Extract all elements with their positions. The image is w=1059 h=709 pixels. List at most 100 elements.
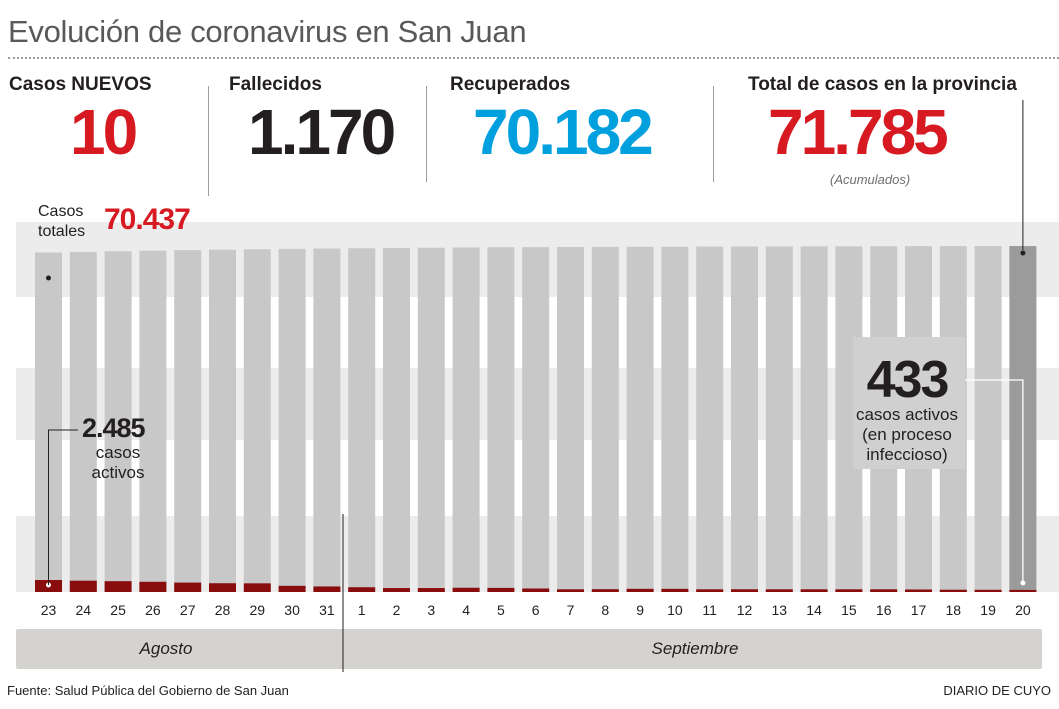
x-tick-label: 20 [1015,602,1031,618]
active-bar [591,589,619,592]
total-bar [348,248,376,592]
deaths-value: 1.170 [248,96,396,168]
total-bar [661,246,689,592]
x-tick-label: 1 [358,602,366,618]
x-tick-label: 17 [911,602,927,618]
total-bar [174,250,202,592]
active-bar [870,589,898,592]
end-active-line2: (en proceso [862,425,952,444]
month-label-september: Septiembre [652,639,739,658]
new-cases-label: Casos NUEVOS [9,74,152,95]
x-tick-label: 23 [41,602,57,618]
x-tick-label: 16 [876,602,892,618]
x-tick-label: 14 [806,602,822,618]
end-active-line3: infeccioso) [866,445,948,464]
deaths-label: Fallecidos [229,74,322,95]
active-bar [348,587,376,592]
total-bar [104,251,132,593]
active-bar [209,583,236,592]
total-bar [731,246,758,593]
total-bar [209,249,236,592]
x-tick-label: 18 [946,602,962,618]
x-tick-label: 24 [76,602,92,618]
page-title: Evolución de coronavirus en San Juan [8,14,527,49]
active-bar [765,589,793,592]
active-bar [661,588,689,592]
x-tick-label: 7 [567,602,575,618]
total-bar [243,249,271,592]
total-label: Total de casos en la provincia [748,74,1017,95]
total-bar [626,246,654,592]
x-tick-label: 13 [772,602,788,618]
x-tick-label: 26 [145,602,161,618]
active-bar [731,589,758,592]
active-bar [243,583,271,592]
active-bar [800,589,828,592]
end-leader-line [965,379,1024,583]
total-bar [800,246,828,593]
divider-2 [426,86,427,182]
active-bar [1009,589,1037,592]
active-bar [974,589,1002,592]
total-bar [69,251,97,593]
new-cases-value: 10 [70,96,138,168]
x-tick-label: 30 [284,602,300,618]
active-bar [69,580,97,592]
recovered-value: 70.182 [473,96,654,168]
x-tick-label: 19 [980,602,996,618]
source-note: Fuente: Salud Pública del Gobierno de Sa… [7,683,289,698]
x-tick-label: 5 [497,602,505,618]
active-bar [522,588,550,592]
active-bar [104,581,132,592]
active-bar [174,582,202,592]
total-bar [417,247,445,592]
total-bar [452,247,480,592]
divider-3 [713,86,714,182]
end-active-line1: casos activos [855,405,959,424]
x-tick-label: 3 [427,602,435,618]
credit: DIARIO DE CUYO [943,683,1051,698]
total-bar [557,246,584,593]
x-tick-label: 6 [532,602,540,618]
total-bar [522,247,550,593]
total-bar [278,248,306,592]
active-bar [626,588,654,592]
start-leader-line [48,429,78,585]
x-tick-label: 4 [462,602,470,618]
month-label-august: Agosto [139,639,193,658]
total-bar [383,247,410,592]
recovered-label: Recuperados [450,74,571,95]
active-bar [939,589,967,592]
x-tick-label: 28 [215,602,231,618]
active-bar [313,586,341,592]
x-tick-label: 31 [319,602,335,618]
total-bar [591,246,619,592]
total-bar [974,246,1002,592]
total-bar [696,246,724,592]
total-bar [139,250,167,592]
last-total-marker-dot [1020,250,1026,256]
x-tick-label: 27 [180,602,196,618]
start-active-value: 2.485 [82,413,146,443]
x-tick-label: 10 [667,602,683,618]
title-divider [8,57,1059,59]
month-bar [16,629,1042,669]
x-tick-label: 8 [601,602,609,618]
accumulated-note: (Acumulados) [830,172,911,187]
active-bar [557,589,584,592]
active-bar [383,588,410,592]
active-bar [487,587,515,592]
divider-1 [208,86,209,196]
x-tick-label: 12 [737,602,753,618]
total-bar [313,248,341,592]
x-tick-label: 29 [250,602,266,618]
start-active-text: casos activos [91,443,145,482]
total-bar [765,246,793,592]
x-tick-label: 11 [702,602,717,618]
active-bar [835,589,863,592]
total-cases-label: Casos totales [38,203,86,240]
total-value: 71.785 [768,96,949,168]
active-bar [278,585,306,592]
x-tick-label: 2 [393,602,401,618]
